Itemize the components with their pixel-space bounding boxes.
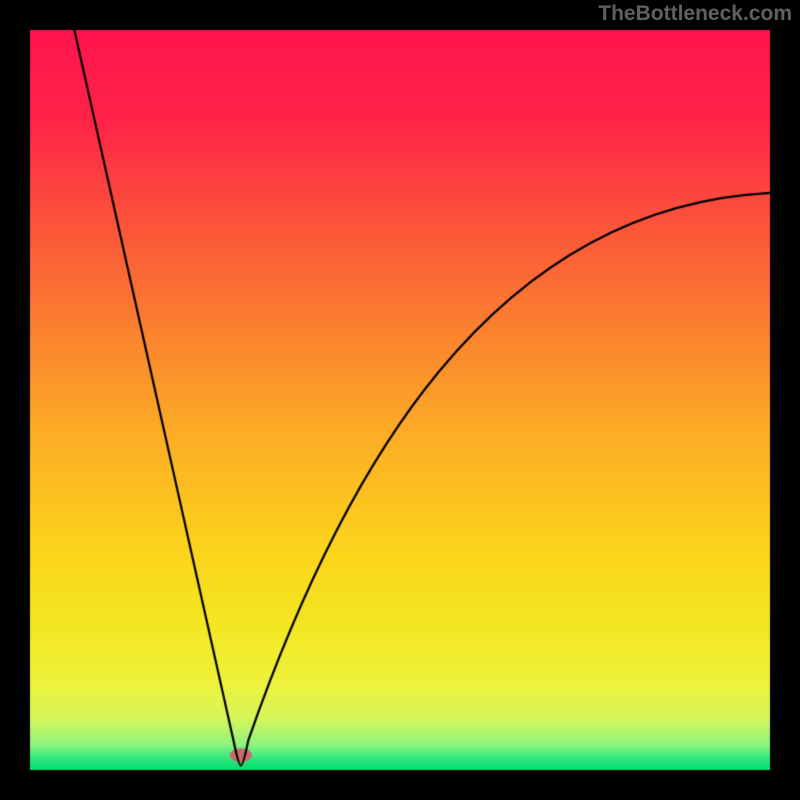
chart-root: TheBottleneck.com [0, 0, 800, 800]
bottleneck-curve-chart [0, 0, 800, 800]
watermark-text: TheBottleneck.com [598, 2, 792, 26]
